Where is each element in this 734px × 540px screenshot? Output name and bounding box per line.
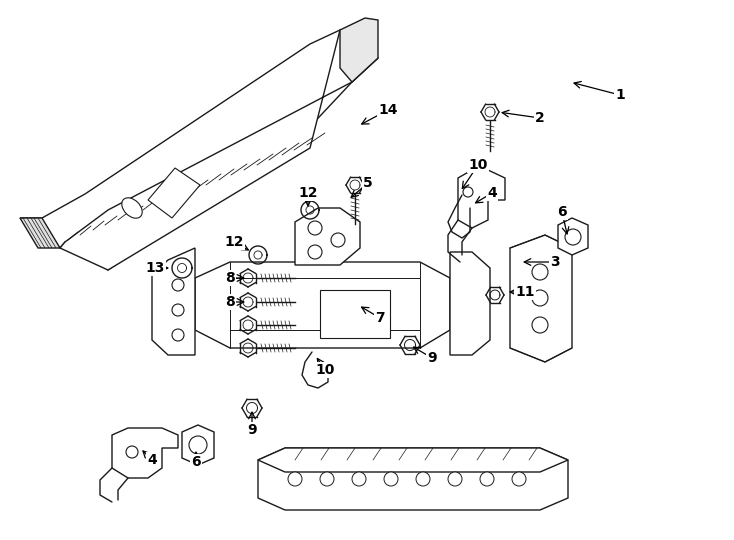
Text: 10: 10: [468, 158, 487, 172]
Circle shape: [189, 436, 207, 454]
Text: 11: 11: [515, 285, 535, 299]
Polygon shape: [182, 425, 214, 465]
Polygon shape: [60, 30, 378, 270]
Circle shape: [172, 304, 184, 316]
Circle shape: [308, 245, 322, 259]
Text: 5: 5: [363, 176, 373, 190]
Circle shape: [532, 317, 548, 333]
Text: 3: 3: [550, 255, 560, 269]
Circle shape: [463, 187, 473, 197]
Polygon shape: [450, 252, 490, 355]
Text: 7: 7: [375, 311, 385, 325]
Text: 4: 4: [487, 186, 497, 200]
Polygon shape: [340, 18, 378, 82]
Circle shape: [565, 229, 581, 245]
Circle shape: [331, 233, 345, 247]
Circle shape: [512, 472, 526, 486]
Polygon shape: [258, 448, 568, 510]
Text: 2: 2: [535, 111, 545, 125]
Text: 12: 12: [225, 235, 244, 249]
Polygon shape: [258, 448, 568, 472]
Text: 1: 1: [615, 88, 625, 102]
Circle shape: [320, 472, 334, 486]
Text: 9: 9: [247, 423, 257, 437]
Circle shape: [448, 472, 462, 486]
Circle shape: [384, 472, 398, 486]
Polygon shape: [20, 30, 378, 270]
Polygon shape: [458, 170, 505, 228]
Polygon shape: [148, 168, 200, 218]
Circle shape: [532, 264, 548, 280]
Text: 14: 14: [378, 103, 398, 117]
Circle shape: [172, 329, 184, 341]
Circle shape: [172, 279, 184, 291]
Text: 9: 9: [427, 351, 437, 365]
Polygon shape: [195, 262, 450, 348]
Polygon shape: [510, 235, 572, 362]
Circle shape: [288, 472, 302, 486]
Polygon shape: [320, 290, 390, 338]
Text: 8: 8: [225, 271, 235, 285]
Polygon shape: [152, 248, 195, 355]
Circle shape: [416, 472, 430, 486]
Text: 4: 4: [147, 453, 157, 467]
Circle shape: [126, 446, 138, 458]
Text: 10: 10: [316, 363, 335, 377]
Text: 12: 12: [298, 186, 318, 200]
Circle shape: [532, 290, 548, 306]
Ellipse shape: [122, 198, 142, 218]
Circle shape: [480, 472, 494, 486]
Polygon shape: [558, 218, 588, 255]
Text: 6: 6: [191, 455, 201, 469]
Polygon shape: [112, 428, 178, 478]
Text: 13: 13: [145, 261, 164, 275]
Polygon shape: [20, 218, 60, 248]
Polygon shape: [295, 208, 360, 265]
Text: 6: 6: [557, 205, 567, 219]
Circle shape: [308, 221, 322, 235]
Circle shape: [352, 472, 366, 486]
Text: 8: 8: [225, 295, 235, 309]
